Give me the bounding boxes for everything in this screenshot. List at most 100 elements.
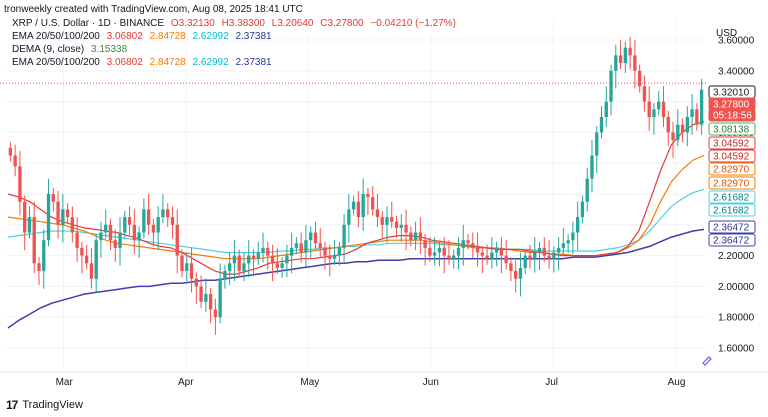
candle-body [304, 240, 308, 253]
candle-body [695, 109, 699, 125]
candle-body [46, 194, 51, 241]
candle-body [556, 247, 561, 253]
candle-body [494, 247, 499, 253]
price-tag-box [708, 149, 756, 163]
candle-body [289, 247, 294, 256]
x-tick-label: May [300, 377, 319, 388]
candle-body [84, 255, 89, 264]
candle-body [294, 243, 299, 248]
candle-body [323, 247, 327, 256]
price-tag: 3.04592 [708, 149, 756, 163]
candle-body [633, 55, 637, 71]
candle-body [51, 194, 55, 202]
price-tag: 2.82970 [708, 162, 756, 176]
candle-body [404, 224, 408, 233]
price-tag: 2.36472 [708, 220, 756, 234]
tradingview-logo-icon: 17 [6, 398, 18, 412]
candle-body [223, 270, 227, 279]
candle-body [189, 263, 194, 279]
candle-body [351, 201, 356, 210]
price-tag-text: 3.04592 [713, 152, 750, 163]
legend-ema-row-2[interactable]: EMA 20/50/100/200 3.06802 2.84728 2.6299… [12, 57, 276, 69]
candle-body [504, 255, 508, 264]
dema-value: 3.15338 [91, 44, 128, 55]
candle-body [89, 263, 94, 279]
candle-body [142, 209, 146, 233]
candle-body [571, 232, 575, 241]
y-tick-label: 1.80000 [718, 313, 755, 324]
tradingview-logo-text: TradingView [22, 399, 83, 411]
candle-body [137, 232, 141, 241]
candle-body [585, 178, 589, 202]
currency-label[interactable]: USD [716, 28, 738, 39]
candle-body [461, 240, 465, 248]
candle-body [690, 109, 694, 118]
y-tick-label: 2.00000 [718, 282, 755, 293]
ema50-line [7, 154, 705, 260]
candle-body [671, 132, 675, 141]
candle-body [175, 224, 179, 256]
candle-body [480, 252, 484, 256]
x-tick-label: Jul [545, 377, 558, 388]
ema-title-1: EMA 20/50/100/200 [12, 31, 100, 42]
candle-body [375, 209, 380, 218]
legend-symbol[interactable]: XRP / U.S. Dollar · 1D · BINANCE [12, 18, 165, 29]
ema200-value-2: 2.37381 [235, 57, 272, 68]
candle-body [685, 117, 689, 133]
candle-body [380, 217, 384, 225]
candle-body [266, 247, 270, 256]
candle-body [447, 255, 451, 259]
candle-body [552, 252, 556, 259]
tradingview-logo[interactable]: 17 TradingView [6, 398, 83, 412]
candle-body [623, 47, 628, 64]
ema100-value-2: 2.62992 [192, 57, 229, 68]
price-tag-text: 2.36472 [713, 223, 750, 234]
legend-ema-row-1[interactable]: EMA 20/50/100/200 3.06802 2.84728 2.6299… [12, 31, 276, 43]
pencil-icon [702, 356, 712, 366]
candle-body [328, 255, 332, 259]
candle-body [528, 255, 532, 259]
candle-body [466, 240, 470, 244]
legend-dema-row[interactable]: DEMA (9, close) 3.15338 [12, 44, 131, 56]
price-tag: 3.32010 [708, 85, 756, 99]
candle-body [37, 263, 41, 271]
price-tag-box [708, 122, 756, 136]
price-tag-box [708, 220, 756, 234]
candle-body [423, 240, 427, 248]
legend-open: O3.32130 [170, 18, 215, 29]
price-tag-box [708, 176, 756, 190]
price-tag-box [708, 108, 756, 122]
price-tag-text: 2.82970 [713, 179, 750, 190]
ema20-line [7, 121, 705, 275]
candle-body [475, 247, 480, 253]
ema20-value-2: 3.06802 [106, 57, 143, 68]
candle-body [547, 255, 551, 259]
candle-body [413, 232, 418, 241]
candle-body [123, 217, 127, 233]
candle-body [432, 252, 437, 256]
ema20-value-1: 3.06802 [106, 31, 143, 42]
candlesticks [8, 36, 704, 335]
candle-body [299, 243, 303, 253]
candle-body [13, 155, 17, 167]
ema200-line [7, 228, 705, 329]
candle-body [599, 117, 604, 133]
candle-body [595, 132, 599, 156]
dema-title: DEMA (9, close) [12, 44, 85, 55]
candle-body [185, 263, 189, 271]
candle-body [194, 278, 198, 287]
candle-body [61, 209, 65, 225]
ema100-value-1: 2.62992 [192, 31, 229, 42]
candle-body [361, 194, 365, 218]
candle-body [132, 224, 136, 241]
candle-body [366, 194, 370, 198]
candle-body [499, 247, 504, 256]
price-tag-text: 2.61682 [713, 193, 750, 204]
candle-body [437, 247, 442, 253]
candle-body [390, 217, 394, 222]
candle-body [332, 255, 337, 259]
price-tag-text: 3.08138 [713, 125, 750, 136]
candle-body [618, 55, 623, 64]
candle-body [652, 109, 656, 118]
